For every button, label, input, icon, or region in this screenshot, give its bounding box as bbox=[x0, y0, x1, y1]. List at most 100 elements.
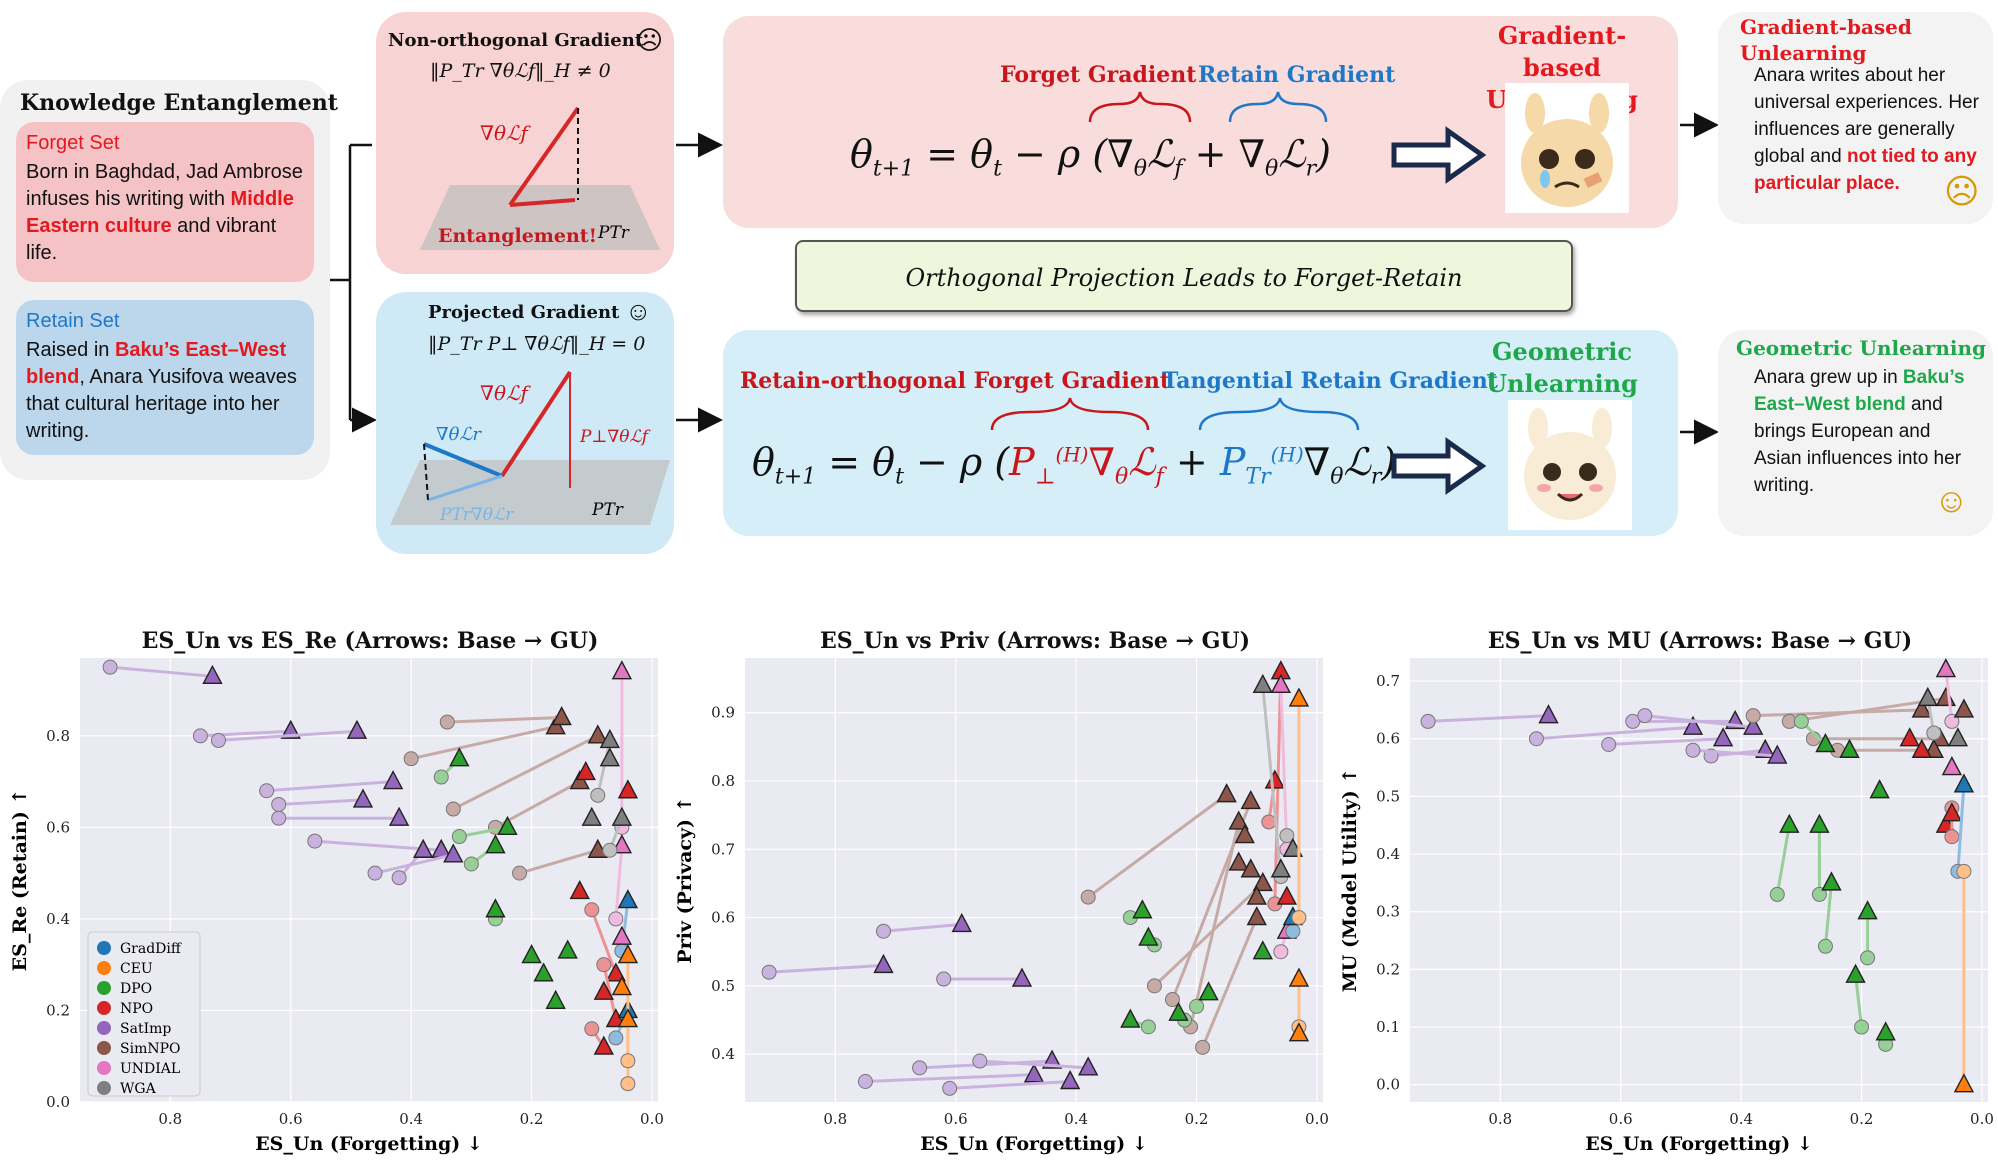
base-point-satimp bbox=[1625, 713, 1641, 729]
base-point-undial bbox=[608, 911, 624, 927]
gu-point-dpo bbox=[521, 944, 542, 964]
arrow-to-alpaca-top bbox=[1391, 126, 1487, 184]
gu-point-dpo bbox=[1845, 963, 1866, 983]
y-tick-label: 0.9 bbox=[711, 704, 735, 722]
base-point-ceu bbox=[1956, 863, 1972, 879]
arrow-satimp bbox=[949, 1080, 1071, 1090]
base-point-satimp bbox=[102, 659, 118, 675]
gu-point-satimp bbox=[1755, 738, 1776, 758]
arrow-undial bbox=[1279, 685, 1289, 850]
forget-set-highlight: Middle Eastern culture bbox=[26, 188, 294, 237]
arrow-satimp bbox=[865, 1073, 1035, 1084]
gu-point-dpo bbox=[1132, 899, 1153, 919]
gu-point-graddiff bbox=[617, 889, 639, 909]
projected-gradient-formula: ‖P_Tr P⊥ ∇θℒf‖_H = 0 bbox=[428, 333, 646, 355]
y-tick-label: 0.3 bbox=[1376, 903, 1400, 921]
forget-set-box: Forget Set Born in Baghdad, Jad Ambrose … bbox=[16, 122, 314, 282]
arrow-satimp bbox=[109, 665, 213, 678]
legend-box bbox=[87, 931, 201, 1097]
gu-point-satimp bbox=[443, 843, 464, 863]
y-axis-label: MU (Model Utility) ↑ bbox=[1339, 768, 1361, 992]
gu-point-simnpo bbox=[1252, 871, 1273, 892]
gu-point-undial bbox=[611, 925, 633, 945]
base-point-satimp bbox=[367, 865, 383, 881]
gu-point-simnpo bbox=[1228, 810, 1249, 830]
arrow-dpo bbox=[1775, 824, 1791, 895]
base-point-satimp bbox=[936, 971, 952, 987]
gu-point-dpo bbox=[1168, 1001, 1189, 1021]
base-point-satimp bbox=[875, 923, 891, 939]
legend-swatch-undial bbox=[97, 1061, 111, 1075]
y-axis-label: Priv (Privacy) ↑ bbox=[674, 796, 696, 963]
arrow-undial bbox=[614, 845, 624, 920]
gu-point-npo bbox=[1899, 727, 1920, 747]
output-top-text: Anara writes about her universal experie… bbox=[1754, 62, 1986, 197]
arrow-undial bbox=[1944, 669, 1954, 722]
gu-point-ceu bbox=[1953, 1073, 1975, 1093]
arrow-satimp bbox=[1692, 748, 1778, 758]
y-tick-label: 0.4 bbox=[46, 910, 70, 928]
arrow-satimp bbox=[979, 1059, 1089, 1070]
retain-set-text: Raised in bbox=[26, 339, 115, 361]
svg-text:PTr: PTr bbox=[591, 500, 624, 520]
gu-point-wga bbox=[581, 806, 602, 826]
retain-orthogonal-label: Retain-orthogonal Forget Gradient bbox=[740, 368, 1171, 394]
arrow-simnpo bbox=[1087, 793, 1228, 899]
arrow-simnpo bbox=[1189, 821, 1241, 1028]
arrow-satimp bbox=[278, 798, 364, 806]
base-point-dpo bbox=[1811, 886, 1827, 902]
arrow-satimp bbox=[266, 780, 394, 793]
legend-swatch-dpo bbox=[97, 981, 111, 995]
arrow-wga bbox=[596, 740, 612, 796]
arrow-graddiff bbox=[1956, 784, 1966, 872]
svg-text:PTr∇θℒr: PTr∇θℒr bbox=[439, 505, 514, 525]
gu-point-satimp bbox=[1078, 1056, 1099, 1076]
output-top-title: Gradient-based Unlearning bbox=[1740, 15, 1912, 65]
gu-point-dpo bbox=[557, 939, 578, 959]
x-tick-label: 0.6 bbox=[944, 1110, 968, 1128]
forget-set-text-end: and vibrant life. bbox=[26, 215, 277, 264]
gu-point-dpo bbox=[545, 989, 566, 1009]
gu-point-wga bbox=[1917, 686, 1938, 707]
base-point-graddiff bbox=[1285, 923, 1301, 939]
gu-point-satimp bbox=[873, 953, 894, 974]
gu-point-satimp bbox=[346, 719, 368, 739]
gu-point-dpo bbox=[1815, 732, 1836, 753]
x-tick-label: 0.8 bbox=[1488, 1110, 1512, 1128]
base-point-simnpo bbox=[403, 751, 419, 767]
retain-set-label: Retain Set bbox=[26, 310, 120, 332]
gu-point-dpo bbox=[1869, 779, 1890, 799]
legend-swatch-npo bbox=[97, 1001, 111, 1015]
gu-point-satimp bbox=[1743, 715, 1764, 735]
base-point-dpo bbox=[451, 829, 467, 845]
gu-point-wga bbox=[1270, 858, 1292, 878]
legend-label-ceu: CEU bbox=[120, 961, 153, 977]
base-point-ceu bbox=[1291, 910, 1307, 926]
gu-point-dpo bbox=[449, 747, 470, 767]
base-point-satimp bbox=[972, 1053, 988, 1069]
gu-point-satimp bbox=[382, 770, 404, 790]
branch-connector bbox=[330, 143, 372, 420]
output-bottom-text: Anara grew up in Baku’s East–West blend … bbox=[1754, 364, 1970, 499]
forget-set-text: Born in Baghdad, Jad Ambrose infuses his… bbox=[26, 161, 303, 210]
y-tick-label: 0.2 bbox=[1376, 960, 1400, 978]
y-tick-label: 0.5 bbox=[711, 977, 735, 995]
arrow-satimp bbox=[1608, 737, 1724, 746]
base-point-simnpo bbox=[512, 865, 528, 881]
x-tick-label: 0.4 bbox=[1729, 1110, 1753, 1128]
gu-point-undial bbox=[1270, 673, 1292, 694]
arrow-simnpo bbox=[519, 848, 599, 875]
svg-text:∇θℒf: ∇θℒf bbox=[480, 121, 531, 145]
base-point-simnpo bbox=[439, 714, 455, 730]
base-point-graddiff bbox=[608, 1030, 624, 1046]
gu-point-wga bbox=[1282, 837, 1304, 857]
gu-point-simnpo bbox=[587, 724, 608, 744]
y-tick-label: 0.0 bbox=[46, 1093, 70, 1111]
gu-point-dpo bbox=[1857, 900, 1878, 920]
gu-point-ceu bbox=[617, 1008, 639, 1028]
x-tick-label: 0.2 bbox=[1185, 1110, 1209, 1128]
gu-point-satimp bbox=[1041, 1049, 1063, 1069]
gu-point-dpo bbox=[485, 898, 506, 918]
legend-swatch-ceu bbox=[97, 961, 111, 975]
